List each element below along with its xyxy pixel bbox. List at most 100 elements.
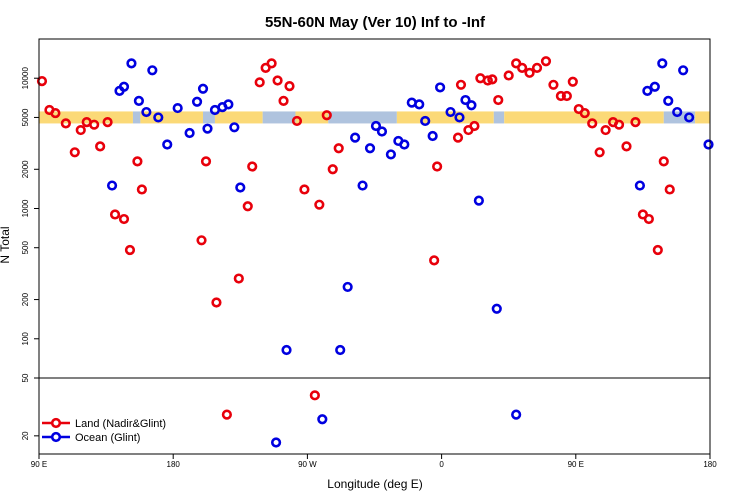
- ocean-point-21: [317, 414, 328, 425]
- land-point-31: [314, 199, 325, 210]
- land-point-63: [630, 117, 641, 128]
- land-point-62: [621, 141, 632, 152]
- land-point-2: [50, 107, 61, 119]
- land-point-43: [487, 74, 498, 85]
- ocean-point-48: [663, 95, 674, 106]
- land-point-5: [75, 124, 86, 136]
- land-point-47: [517, 62, 528, 74]
- plot-frame-lower: [38, 377, 711, 455]
- y-tick-label-lower-1: 50: [21, 373, 30, 382]
- land-point-36: [432, 161, 443, 172]
- ocean-point-2: [118, 81, 130, 92]
- ocean-point-8: [162, 139, 173, 150]
- land-point-42: [482, 75, 493, 86]
- ocean-point-22: [335, 344, 346, 356]
- land-point-57: [587, 118, 598, 129]
- land-point-7: [89, 119, 100, 130]
- land-point-18: [221, 409, 232, 420]
- band-segment-6: [295, 111, 329, 124]
- ocean-point-41: [473, 195, 484, 206]
- ocean-point-31: [399, 139, 410, 150]
- land-point-50: [540, 56, 552, 67]
- land-point-52: [555, 90, 566, 102]
- land-point-4: [69, 147, 80, 158]
- ocean-point-13: [202, 123, 213, 134]
- ocean-point-9: [172, 102, 183, 114]
- y-tick-label-upper-1: 200: [21, 292, 30, 306]
- band-segment-7: [328, 111, 397, 124]
- chart-title: 55N-60N May (Ver 10) Inf to -Inf: [265, 14, 486, 31]
- ocean-point-49: [672, 106, 683, 118]
- land-point-45: [503, 70, 514, 81]
- ocean-point-45: [642, 85, 653, 96]
- land-point-14: [136, 184, 147, 195]
- land-point-3: [60, 118, 71, 129]
- land-point-32: [321, 110, 332, 121]
- band-segment-9: [493, 111, 505, 124]
- ocean-point-27: [370, 120, 382, 132]
- y-tick-label-upper-5: 5000: [21, 108, 30, 126]
- ocean-point-25: [357, 180, 368, 191]
- y-tick-label-upper-6: 10000: [21, 67, 30, 90]
- legend-label-0: Land (Nadir&Glint): [75, 418, 166, 430]
- land-point-11: [118, 213, 130, 225]
- ocean-point-16: [223, 99, 234, 110]
- y-axis-label: N Total: [0, 226, 12, 263]
- land-point-24: [266, 58, 277, 69]
- land-point-20: [242, 201, 253, 212]
- ocean-point-47: [657, 58, 668, 69]
- land-point-21: [247, 161, 258, 172]
- x-tick-label-3: 0: [439, 460, 444, 469]
- land-point-19: [233, 273, 244, 284]
- points-layer: [36, 56, 714, 448]
- y-tick-label-lower-0: 20: [21, 431, 30, 440]
- band-segment-1: [132, 111, 141, 124]
- land-point-16: [200, 156, 212, 167]
- ocean-point-28: [376, 126, 388, 137]
- land-point-58: [594, 147, 605, 158]
- ocean-point-38: [454, 112, 465, 123]
- land-point-8: [95, 141, 106, 152]
- y-tick-label-upper-3: 1000: [21, 199, 30, 217]
- land-point-10: [109, 209, 121, 220]
- ocean-point-50: [678, 65, 689, 76]
- ocean-point-44: [634, 180, 646, 191]
- land-point-29: [299, 184, 310, 195]
- ocean-point-51: [684, 112, 695, 123]
- land-point-35: [429, 255, 440, 266]
- ocean-point-29: [385, 149, 397, 160]
- y-ticks: 100 200 500 1000 2000 5000 10000 20 50: [21, 67, 39, 440]
- ocean-point-24: [350, 132, 361, 143]
- ocean-point-4: [133, 95, 145, 106]
- land-point-61: [613, 119, 625, 130]
- band-segment-8: [396, 111, 494, 124]
- ocean-point-12: [197, 83, 209, 94]
- land-point-59: [600, 124, 611, 136]
- ocean-point-33: [414, 99, 425, 110]
- land-point-68: [664, 184, 675, 195]
- land-point-40: [469, 120, 480, 132]
- land-point-26: [278, 95, 289, 106]
- land-point-33: [327, 164, 338, 175]
- land-point-37: [452, 132, 464, 143]
- land-point-17: [211, 297, 222, 308]
- legend-marker-1: [50, 431, 62, 443]
- land-point-12: [124, 244, 136, 256]
- land-point-49: [531, 62, 543, 74]
- ocean-point-39: [460, 94, 471, 106]
- ocean-point-7: [153, 112, 164, 123]
- ocean-point-5: [141, 106, 152, 118]
- x-axis-label: Longitude (deg E): [327, 477, 422, 491]
- plot-frame-upper: [38, 38, 711, 379]
- ocean-point-18: [235, 182, 246, 193]
- land-point-51: [548, 79, 559, 90]
- land-point-28: [291, 115, 303, 127]
- land-point-0: [36, 76, 48, 87]
- land-point-56: [579, 107, 590, 119]
- ocean-point-35: [427, 130, 438, 142]
- ocean-point-11: [191, 96, 203, 107]
- band-segment-5: [262, 111, 296, 124]
- legend-label-1: Ocean (Glint): [75, 432, 140, 444]
- band-segment-12: [695, 111, 710, 124]
- ocean-point-42: [491, 303, 502, 314]
